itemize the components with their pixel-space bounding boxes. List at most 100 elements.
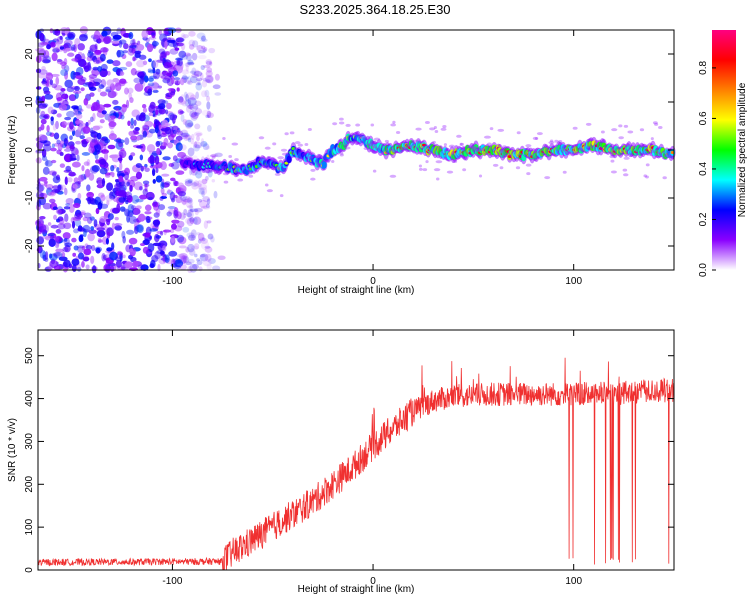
heatmap-noise-cell: [48, 238, 56, 248]
heatmap-noise-cell: [79, 135, 85, 140]
heatmap-noise-cell: [167, 63, 173, 67]
heatmap-noise-cell: [94, 125, 103, 129]
heatmap-noise-cell: [101, 30, 108, 37]
heatmap-speck: [469, 145, 477, 149]
heatmap-noise-cell: [182, 226, 190, 233]
heatmap-noise-cell: [203, 220, 209, 229]
heatmap-noise-cell: [58, 217, 65, 225]
heatmap-noise-cell: [170, 78, 178, 84]
heatmap-noise-cell: [76, 245, 85, 249]
heatmap-speck: [610, 147, 616, 151]
heatmap-noise-cell: [77, 43, 85, 51]
heatmap-noise-cell: [88, 229, 97, 234]
heatmap-speck: [534, 137, 539, 141]
heatmap-noise-cell: [129, 248, 134, 252]
heatmap-noise-cell: [64, 71, 69, 80]
heatmap-noise-cell: [205, 114, 210, 119]
heatmap-noise-cell: [180, 114, 185, 123]
heatmap-speck: [456, 134, 462, 138]
heatmap-noise-cell: [167, 142, 174, 149]
heatmap-noise-cell: [124, 261, 134, 268]
heatmap-noise-cell: [198, 55, 207, 60]
heatmap-noise-cell: [97, 239, 103, 243]
heatmap-noise-cell: [166, 72, 172, 77]
heatmap-noise-cell: [143, 238, 150, 246]
heatmap-noise-cell: [35, 137, 42, 142]
heatmap-noise-cell: [175, 142, 183, 152]
heatmap-noise-cell: [64, 176, 68, 186]
heatmap-speck: [310, 168, 316, 172]
heatmap-noise-cell: [71, 105, 79, 110]
heatmap-noise-cell: [148, 128, 156, 134]
heatmap-noise-cell: [190, 236, 195, 241]
heatmap-noise-cell: [133, 77, 141, 84]
colorbar-tick-label: 0.8: [698, 61, 709, 75]
heatmap-noise-cell: [45, 72, 54, 81]
heatmap-noise-cell: [162, 77, 171, 84]
heatmap-noise-cell: [48, 198, 56, 204]
heatmap-noise-cell: [132, 249, 137, 255]
heatmap-cells: [34, 26, 676, 274]
heatmap-noise-cell: [98, 84, 105, 89]
y-tick-label: 10: [24, 96, 35, 108]
heatmap-noise-cell: [205, 79, 211, 83]
heatmap-speck: [525, 144, 532, 148]
heatmap-noise-cell: [106, 247, 113, 252]
heatmap-noise-cell: [182, 119, 188, 125]
heatmap-noise-cell: [52, 48, 61, 53]
heatmap-speck: [261, 164, 267, 168]
heatmap-noise-cell: [75, 149, 80, 156]
heatmap-noise-cell: [47, 233, 56, 237]
heatmap-speck: [483, 135, 491, 139]
heatmap-speck: [264, 183, 269, 187]
heatmap-noise-cell: [55, 248, 64, 253]
heatmap-noise-cell: [153, 59, 159, 69]
heatmap-noise-cell: [103, 36, 111, 45]
heatmap-noise-cell: [135, 199, 144, 203]
heatmap-speck: [248, 174, 254, 178]
heatmap-noise-cell: [194, 253, 198, 258]
heatmap-noise-cell: [60, 87, 66, 92]
heatmap-speck: [526, 172, 531, 176]
heatmap-speck: [565, 151, 571, 155]
heatmap-speck: [407, 144, 412, 148]
heatmap-noise-cell: [136, 224, 144, 234]
heatmap-speck: [609, 155, 616, 159]
heatmap-noise-cell: [78, 252, 85, 260]
heatmap-noise-cell: [159, 55, 164, 61]
heatmap-noise-cell: [77, 78, 86, 86]
heatmap-noise-cell: [96, 229, 106, 238]
heatmap-noise-cell: [193, 217, 198, 225]
heatmap-noise-cell: [161, 173, 170, 177]
heatmap-noise-cell: [172, 70, 179, 77]
y-tick-label: 200: [24, 476, 35, 493]
heatmap-noise-cell: [192, 263, 199, 270]
heatmap-noise-cell: [127, 210, 134, 218]
heatmap-speck: [392, 120, 396, 124]
heatmap-noise-cell: [201, 237, 206, 242]
heatmap-noise-cell: [200, 141, 208, 147]
heatmap-speck: [462, 168, 467, 172]
heatmap-noise-cell: [77, 181, 81, 185]
heatmap-speck: [417, 151, 423, 155]
heatmap-noise-cell: [64, 116, 72, 121]
heatmap-speck: [610, 170, 617, 174]
heatmap-noise-cell: [182, 199, 192, 203]
y-tick-label: 0: [24, 147, 35, 153]
heatmap-noise-cell: [183, 134, 191, 142]
heatmap-noise-cell: [190, 229, 197, 239]
heatmap-noise-cell: [59, 46, 65, 50]
heatmap-noise-cell: [205, 70, 213, 78]
heatmap-noise-cell: [158, 256, 167, 265]
heatmap-noise-cell: [45, 251, 49, 260]
heatmap-noise-cell: [78, 174, 85, 182]
heatmap-noise-cell: [194, 140, 198, 148]
heatmap-noise-cell: [192, 141, 202, 149]
heatmap-noise-cell: [64, 148, 72, 152]
heatmap-noise-cell: [172, 155, 178, 162]
heatmap-noise-cell: [95, 247, 101, 254]
heatmap-noise-cell: [40, 119, 47, 125]
heatmap-noise-cell: [166, 211, 172, 217]
heatmap-noise-cell: [151, 41, 159, 47]
